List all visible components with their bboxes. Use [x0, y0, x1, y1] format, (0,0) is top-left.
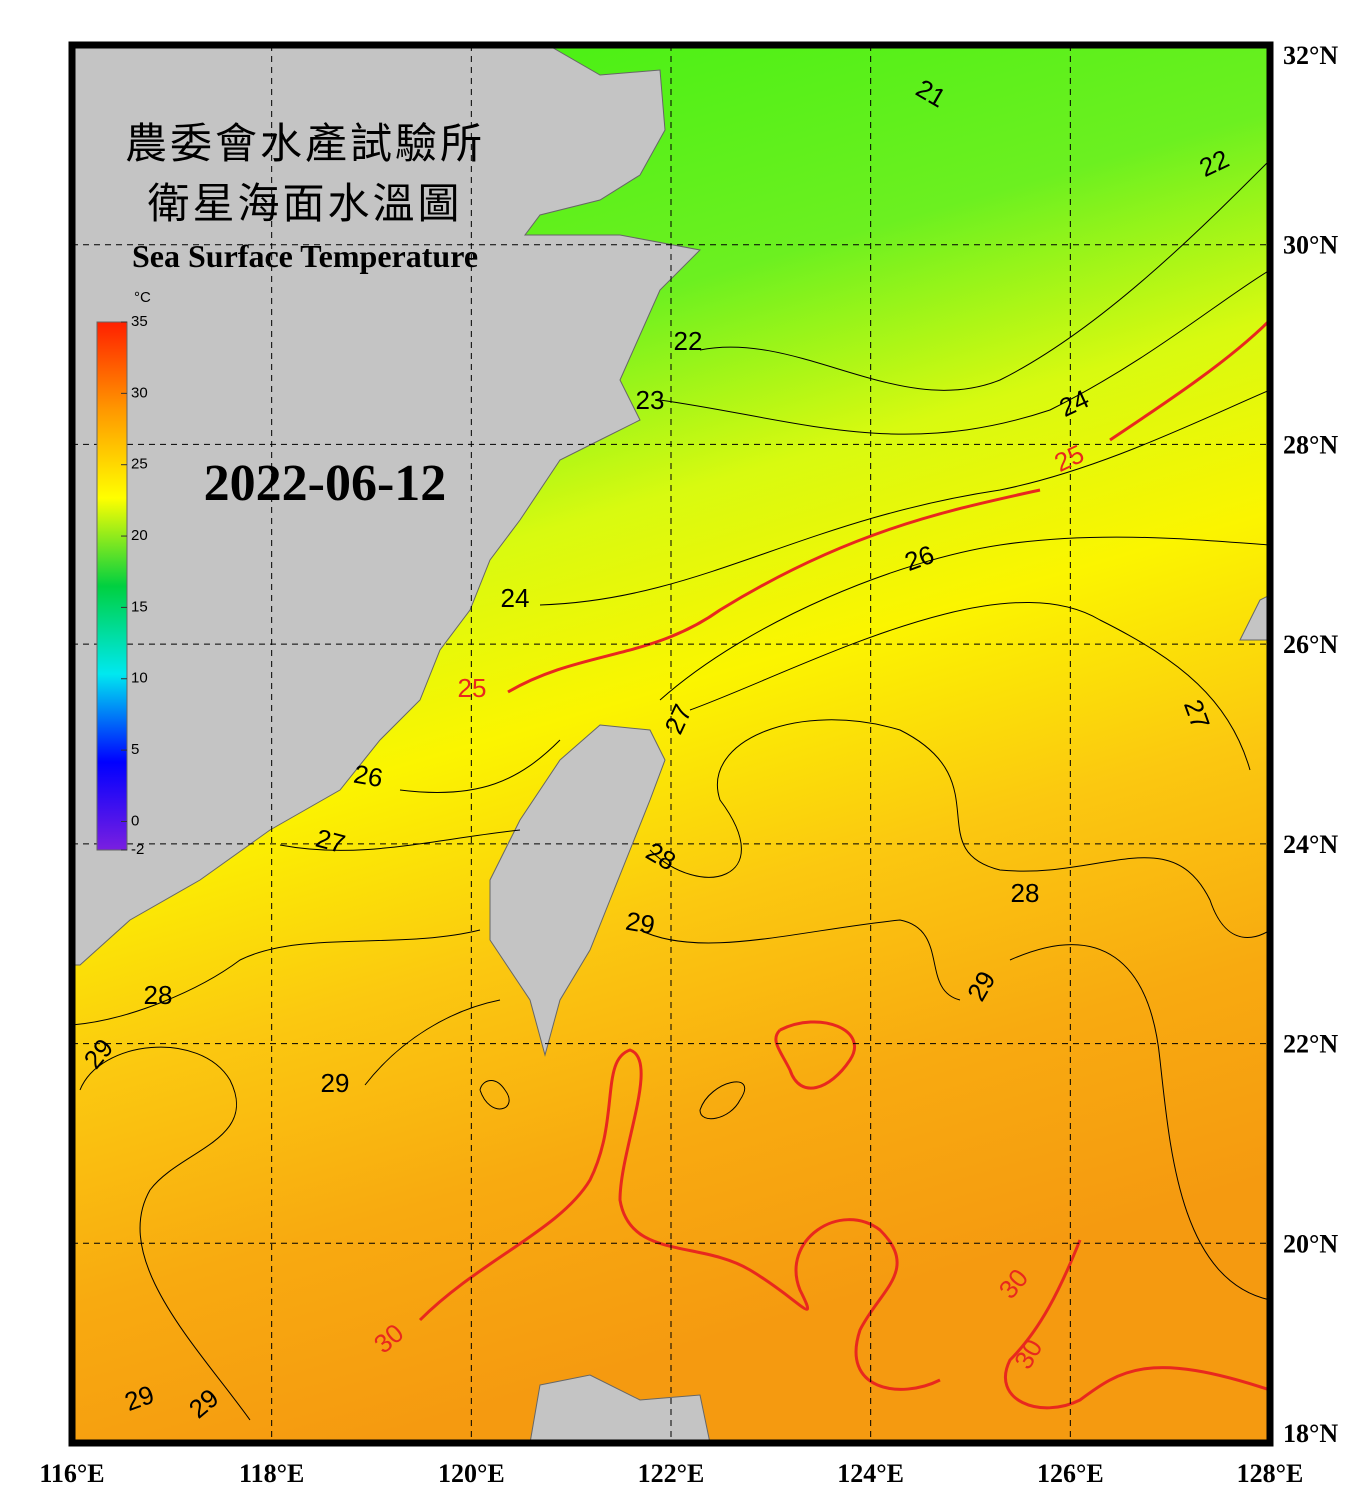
lon-label: 126°E [1037, 1459, 1104, 1488]
colorbar-tick-label: 5 [131, 741, 139, 758]
colorbar-tick-label: 15 [131, 598, 148, 615]
lat-label: 22°N [1283, 1030, 1338, 1059]
contour [79, 999, 746, 1421]
colorbar-tick-label: 0 [131, 812, 139, 829]
contour [539, 389, 1270, 606]
colorbar-tick-label: -2 [131, 841, 144, 858]
lon-label: 128°E [1237, 1459, 1304, 1488]
lat-label: 18°N [1283, 1419, 1338, 1448]
contour-label: 23 [636, 385, 665, 415]
lat-label: 24°N [1283, 830, 1338, 859]
lat-label: 20°N [1283, 1229, 1338, 1258]
lat-label: 32°N [1283, 41, 1338, 70]
lon-label: 118°E [239, 1459, 304, 1488]
contour-label: 25 [458, 673, 487, 703]
contour [699, 159, 1270, 391]
lat-label: 30°N [1283, 231, 1338, 260]
colorbar-tick-label: 20 [131, 527, 148, 544]
lat-label: 26°N [1283, 630, 1338, 659]
contour [72, 919, 1270, 1301]
lon-label: 124°E [837, 1459, 904, 1488]
land [72, 45, 1270, 1443]
contour-label: 24 [501, 583, 530, 613]
frame [68, 41, 1274, 1447]
lon-label: 122°E [638, 1459, 705, 1488]
contour-label: 29 [624, 906, 658, 941]
contour-label: 28 [1011, 878, 1040, 908]
contour-label: 28 [144, 980, 173, 1010]
lon-label: 120°E [438, 1459, 505, 1488]
colorbar-unit: °C [134, 289, 151, 306]
title-en: Sea Surface Temperature [132, 238, 478, 274]
contour-label: 22 [674, 326, 703, 356]
title-zh: 農委會水產試驗所 [125, 119, 485, 168]
luzon [529, 1374, 711, 1443]
colorbar [96, 321, 128, 851]
colorbar-tick-label: 30 [131, 384, 148, 401]
colorbar-tick-label: 25 [131, 456, 148, 473]
contour [659, 536, 1270, 701]
contour-label: 26 [352, 759, 386, 794]
contour [659, 269, 1270, 435]
mainland [72, 45, 702, 966]
contour [279, 719, 1270, 938]
lon-label: 116°E [39, 1459, 104, 1488]
colorbar-tick-label: 10 [131, 670, 148, 687]
colorbar-tick-label: 35 [131, 313, 148, 330]
contour-label: 29 [321, 1068, 350, 1098]
lat-label: 28°N [1283, 430, 1338, 459]
title-zh: 衛星海面水溫圖 [147, 179, 462, 228]
contour-30 [418, 1020, 1270, 1410]
taiwan [489, 724, 666, 1057]
contours [72, 159, 1270, 1421]
contour-25 [507, 318, 1270, 694]
ryukyu [1239, 594, 1270, 641]
date: 2022-06-12 [204, 455, 447, 512]
